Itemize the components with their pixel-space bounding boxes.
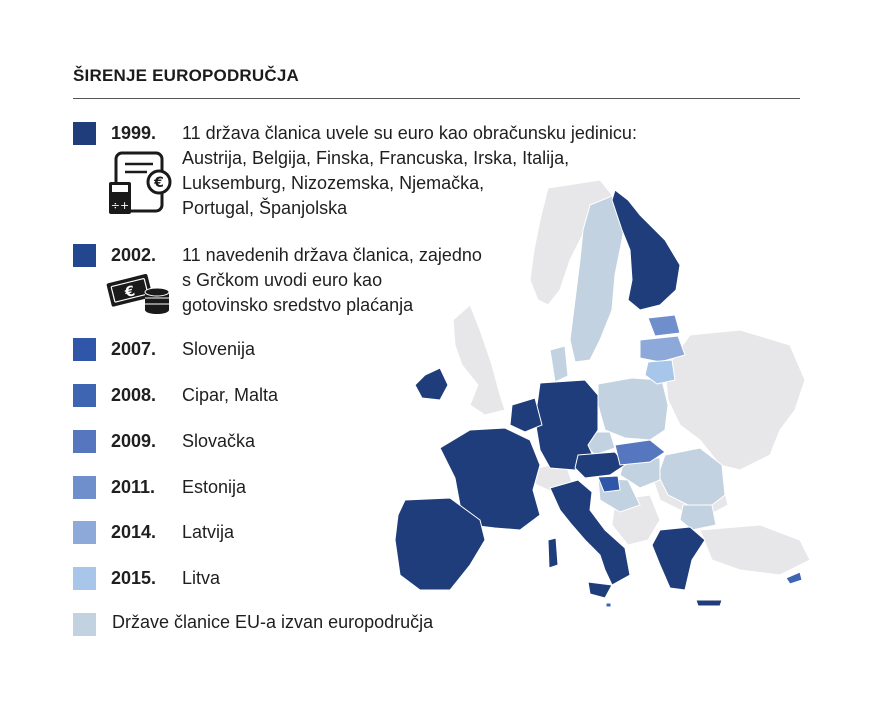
legend-label-non-euro: Države članice EU-a izvan europodručja xyxy=(112,612,434,632)
legend-year-2011: 2011. xyxy=(111,477,156,497)
legend-year-2014: 2014. xyxy=(111,522,157,542)
legend-desc-line: Slovenija xyxy=(182,339,256,359)
legend-desc-line: Estonija xyxy=(182,477,247,497)
map-region-greece xyxy=(651,526,706,591)
title-divider xyxy=(73,98,800,99)
legend-swatch-2011 xyxy=(73,476,96,499)
legend-desc-line: Portugal, Španjolska xyxy=(182,198,348,218)
map-region-cyprus xyxy=(785,571,803,585)
legend-desc-line: gotovinsko sredstvo plaćanja xyxy=(182,295,414,315)
legend-swatch-2007 xyxy=(73,338,96,361)
map-region-sicily xyxy=(587,581,613,599)
chart-title: ŠIRENJE EUROPODRUČJA xyxy=(73,66,299,85)
legend-year-2007: 2007. xyxy=(111,339,157,359)
legend-desc-line: 11 država članica uvele su euro kao obra… xyxy=(182,123,637,143)
map-region-italy xyxy=(549,479,631,586)
legend-swatch-2008 xyxy=(73,384,96,407)
map-region-sardinia xyxy=(547,537,559,569)
legend-year-2002: 2002. xyxy=(111,245,157,265)
legend-desc-2014: Latvija xyxy=(182,520,234,545)
map-region-austria xyxy=(574,451,626,479)
legend-swatch-2015 xyxy=(73,567,96,590)
map-region-crete xyxy=(695,599,723,607)
map-region-lithuania xyxy=(644,359,676,385)
map-region-non-eu xyxy=(664,329,806,471)
legend-swatch-2014 xyxy=(73,521,96,544)
svg-text:€: € xyxy=(153,175,164,191)
legend-year-2009: 2009. xyxy=(111,431,157,451)
map-region-benelux xyxy=(509,397,543,433)
map-region-eu-non-euro xyxy=(597,377,669,441)
map-region-eu-non-euro xyxy=(679,504,717,531)
legend-year-1999: 1999. xyxy=(111,123,157,143)
legend-desc-2008: Cipar, Malta xyxy=(182,383,278,408)
legend-desc-2015: Litva xyxy=(182,566,220,591)
svg-text:€: € xyxy=(122,283,136,301)
legend-desc-line: s Grčkom uvodi euro kao xyxy=(182,270,383,290)
map-region-non-eu xyxy=(699,524,811,576)
map-region-eu-non-euro xyxy=(549,345,569,383)
legend-swatch-1999 xyxy=(73,122,96,145)
legend-year-2008: 2008. xyxy=(111,385,157,405)
euro-banknotes-coins-icon: € xyxy=(106,274,170,314)
map-region-non-eu xyxy=(452,304,506,416)
legend-desc-line: 11 navedenih država članica, zajedno xyxy=(182,245,482,265)
map-region-finland xyxy=(611,189,681,311)
legend-desc-2007: Slovenija xyxy=(182,337,255,362)
svg-text:÷+: ÷+ xyxy=(111,199,129,212)
legend-swatch-2009 xyxy=(73,430,96,453)
legend-year-2015: 2015. xyxy=(111,568,157,588)
map-region-slovenia xyxy=(597,475,621,493)
legend-desc-1999: 11 država članica uvele su euro kao obra… xyxy=(182,121,637,221)
map-region-slovakia xyxy=(614,439,666,466)
map-region-estonia xyxy=(647,314,681,337)
legend-desc-2011: Estonija xyxy=(182,475,246,500)
legend-desc-line: Cipar, Malta xyxy=(182,385,279,405)
map-region-latvia xyxy=(639,335,686,363)
legend-desc-line: Luksemburg, Nizozemska, Njemačka, xyxy=(182,173,485,193)
legend-desc-line: Slovačka xyxy=(182,431,256,451)
map-region-ireland xyxy=(414,367,449,401)
map-region-iberia xyxy=(394,497,486,591)
legend-desc-2002: 11 navedenih država članica, zajedno s G… xyxy=(182,243,482,318)
legend-desc-2009: Slovačka xyxy=(182,429,255,454)
legend-swatch-non-euro xyxy=(73,613,96,636)
legend-desc-line: Litva xyxy=(182,568,221,588)
calculator-document-euro-icon: ÷+ € xyxy=(109,151,172,214)
legend-desc-line: Latvija xyxy=(182,522,235,542)
europe-map xyxy=(394,179,811,608)
legend-desc-line: Austrija, Belgija, Finska, Francuska, Ir… xyxy=(182,148,570,168)
legend-swatch-2002 xyxy=(73,244,96,267)
map-region-malta xyxy=(605,602,612,608)
